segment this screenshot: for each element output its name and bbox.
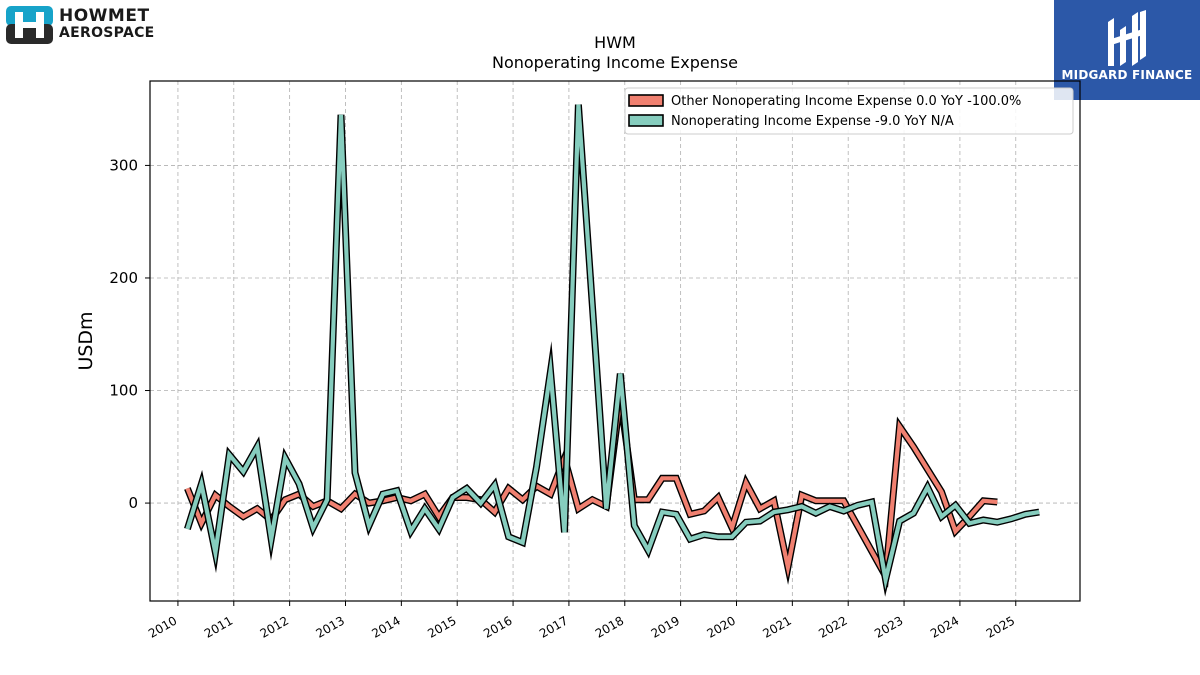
midgard-logo-mark-icon <box>1108 10 1146 66</box>
x-tick-label: 2012 <box>258 613 291 640</box>
series-2-line <box>185 104 1040 590</box>
y-tick-label: 0 <box>128 494 138 512</box>
x-tick-label: 2020 <box>705 613 738 640</box>
x-tick-label: 2017 <box>537 613 570 640</box>
legend-label-1: Other Nonoperating Income Expense 0.0 Yo… <box>671 94 1021 109</box>
legend-box <box>624 87 1074 135</box>
midgard-finance-logo: MIDGARD FINANCE <box>1054 0 1200 100</box>
legend: Other Nonoperating Income Expense 0.0 Yo… <box>624 87 1074 135</box>
axes-frame <box>149 80 1081 602</box>
x-tick-label: 2016 <box>481 613 514 640</box>
x-tick-label: 2021 <box>760 613 793 640</box>
x-tick-label: 2013 <box>314 613 347 640</box>
legend-swatch-2 <box>628 114 664 127</box>
y-axis-label: USDm <box>75 311 97 370</box>
series-1-outline <box>184 372 998 588</box>
x-tick-label: 2022 <box>816 613 849 640</box>
legend-label-2: Nonoperating Income Expense -9.0 YoY N/A <box>671 114 954 129</box>
chart-title: HWM <box>594 33 636 52</box>
x-tick-label: 2018 <box>593 613 626 640</box>
axes: 2010 2011 2012 2013 2014 2015 2016 2017 2018 2019… <box>109 80 1081 641</box>
legend-swatch-1 <box>628 94 664 107</box>
x-tick-label: 2023 <box>872 613 905 640</box>
plot-area <box>184 104 1040 597</box>
howmet-logo: HOWMET AEROSPACE <box>6 6 155 44</box>
x-tick-label: 2015 <box>425 613 458 640</box>
partner-name: MIDGARD FINANCE <box>1061 68 1193 82</box>
x-tick-label: 2011 <box>202 613 235 640</box>
howmet-wordmark: HOWMET AEROSPACE <box>59 8 155 42</box>
x-tick-label: 2019 <box>649 613 682 640</box>
company-name-line1: HOWMET <box>59 6 150 26</box>
x-tick-label: 2025 <box>984 613 1017 640</box>
grid-lines <box>150 81 1080 601</box>
company-name-line2: AEROSPACE <box>59 25 155 41</box>
howmet-logo-mark-icon <box>6 6 53 44</box>
x-tick-label: 2024 <box>928 613 961 640</box>
series-1-line <box>185 382 998 584</box>
x-tick-label: 2010 <box>146 613 179 640</box>
x-tick-label: 2014 <box>369 613 402 640</box>
y-tick-label: 200 <box>109 269 138 287</box>
y-tick-label: 300 <box>109 156 138 174</box>
y-tick-label: 100 <box>109 382 138 400</box>
chart-subtitle: Nonoperating Income Expense <box>492 53 738 72</box>
